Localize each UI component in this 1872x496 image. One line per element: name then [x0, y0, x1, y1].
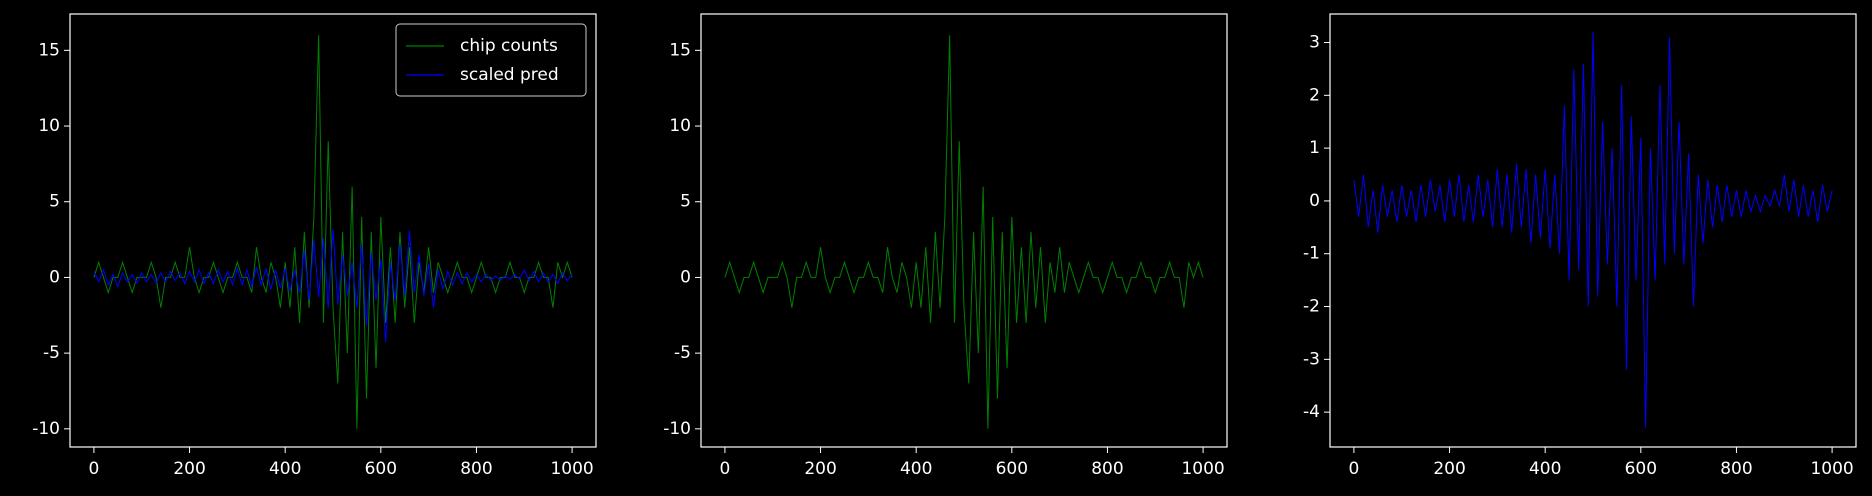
x-tick-label: 0 — [719, 459, 730, 479]
y-tick-label: 1 — [1309, 138, 1320, 158]
x-tick-label: 600 — [1625, 459, 1657, 479]
x-tick-label: 1000 — [1810, 459, 1853, 479]
y-tick-label: 5 — [680, 192, 691, 212]
x-tick-label: 200 — [173, 459, 205, 479]
x-tick-label: 0 — [1348, 459, 1359, 479]
axes-frame — [1329, 13, 1857, 448]
data-line — [93, 228, 573, 343]
y-tick-label: -4 — [1303, 402, 1320, 422]
y-tick-label: -10 — [32, 419, 60, 439]
x-tick-label: 400 — [1529, 459, 1561, 479]
x-tick-label: 800 — [460, 459, 492, 479]
y-tick-label: 0 — [49, 267, 60, 287]
x-tick-label: 200 — [1433, 459, 1465, 479]
x-tick-label: 600 — [996, 459, 1028, 479]
y-tick-label: 5 — [49, 192, 60, 212]
y-tick-label: 15 — [669, 40, 691, 60]
data-line — [93, 35, 573, 429]
x-tick-label: 400 — [269, 459, 301, 479]
y-tick-label: 10 — [669, 116, 691, 136]
y-tick-label: 0 — [680, 267, 691, 287]
x-tick-label: 1000 — [550, 459, 593, 479]
y-tick-label: -2 — [1303, 297, 1320, 317]
y-tick-label: -10 — [663, 419, 691, 439]
x-tick-label: 0 — [88, 459, 99, 479]
y-tick-label: 2 — [1309, 85, 1320, 105]
y-tick-label: 3 — [1309, 33, 1320, 53]
axes-frame — [700, 13, 1228, 448]
data-line — [1353, 31, 1833, 428]
legend-box — [395, 23, 587, 97]
x-tick-label: 800 — [1091, 459, 1123, 479]
x-tick-label: 400 — [900, 459, 932, 479]
x-tick-label: 600 — [365, 459, 397, 479]
x-tick-label: 200 — [804, 459, 836, 479]
y-tick-label: -5 — [43, 343, 60, 363]
y-tick-label: -5 — [674, 343, 691, 363]
x-tick-label: 800 — [1720, 459, 1752, 479]
data-line — [724, 35, 1204, 429]
legend-label: chip counts — [460, 36, 558, 56]
y-tick-label: 10 — [38, 116, 60, 136]
x-tick-label: 1000 — [1181, 459, 1224, 479]
y-tick-label: 0 — [1309, 191, 1320, 211]
legend-label: scaled pred — [460, 65, 559, 85]
y-tick-label: -1 — [1303, 244, 1320, 264]
axes-frame — [69, 13, 597, 448]
y-tick-label: -3 — [1303, 349, 1320, 369]
y-tick-label: 15 — [38, 40, 60, 60]
